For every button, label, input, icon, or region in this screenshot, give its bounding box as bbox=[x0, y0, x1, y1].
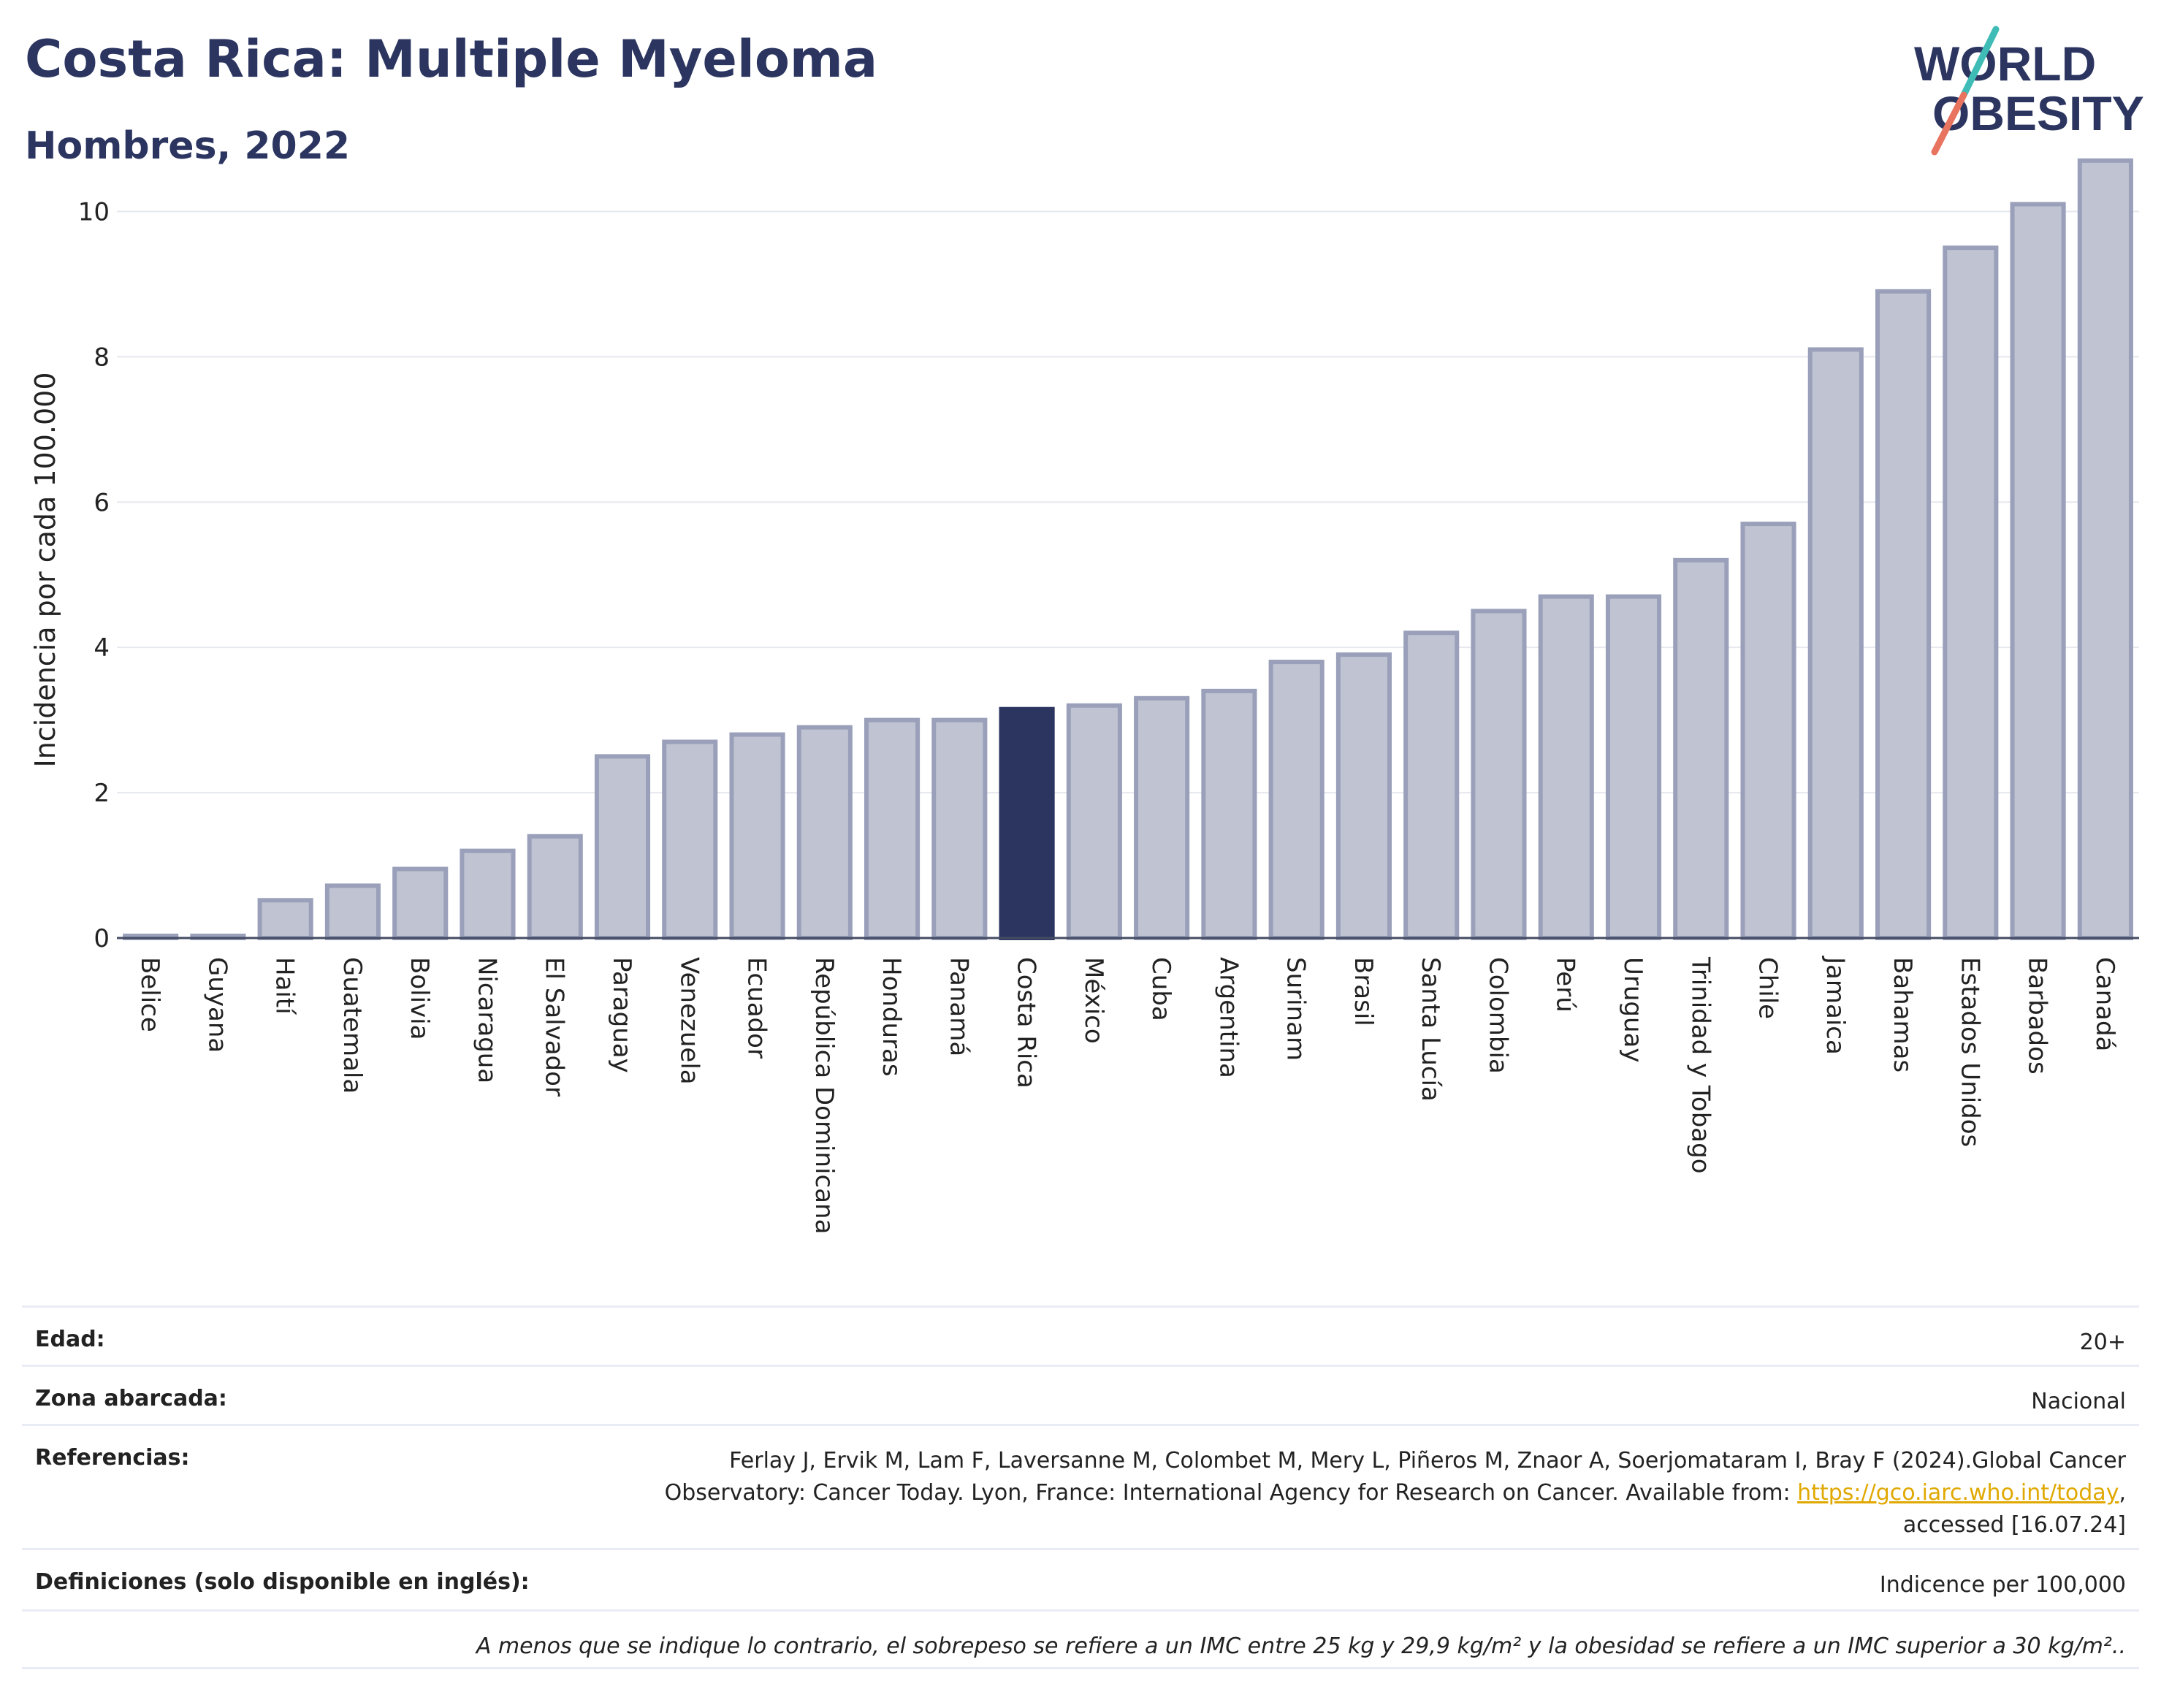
definiciones-label: Definiciones (solo disponible en inglés)… bbox=[35, 1569, 530, 1595]
ref-line-2: Observatory: Cancer Today. Lyon, France:… bbox=[664, 1480, 1798, 1506]
x-tick-label: Guatemala bbox=[338, 957, 367, 1094]
bar bbox=[931, 717, 988, 940]
zona-label: Zona abarcada: bbox=[35, 1386, 227, 1411]
x-tick-label: Bahamas bbox=[1888, 957, 1917, 1072]
y-axis-label: Incidencia por cada 100.000 bbox=[29, 372, 61, 767]
info-row-zona: Zona abarcada: Nacional bbox=[22, 1365, 2139, 1424]
bar bbox=[257, 898, 313, 941]
x-tick-label: Venezuela bbox=[674, 957, 704, 1085]
edad-value: 20+ bbox=[2079, 1330, 2126, 1355]
bar bbox=[1740, 522, 1796, 940]
bar bbox=[1875, 289, 1932, 940]
x-tick-label: Nicaragua bbox=[472, 957, 501, 1083]
bar bbox=[1335, 652, 1392, 940]
bar bbox=[527, 834, 583, 941]
info-row-definiciones: Definiciones (solo disponible en inglés)… bbox=[22, 1548, 2139, 1609]
info-row-note: A menos que se indique lo contrario, el … bbox=[22, 1609, 2139, 1669]
y-tick-label: 4 bbox=[94, 633, 110, 663]
bar bbox=[796, 725, 853, 941]
x-tick-label: Paraguay bbox=[607, 957, 636, 1073]
bar bbox=[1066, 703, 1122, 941]
x-tick-label: Santa Lucía bbox=[1416, 957, 1445, 1102]
y-tick-label: 10 bbox=[78, 197, 110, 226]
bar bbox=[2010, 202, 2066, 940]
x-tick-label: Perú bbox=[1551, 957, 1580, 1013]
bar bbox=[392, 866, 449, 941]
info-row-referencias: Referencias: Ferlay J, Ervik M, Lam F, L… bbox=[22, 1424, 2139, 1548]
info-row-edad: Edad: 20+ bbox=[22, 1305, 2139, 1365]
reference-link[interactable]: https://gco.iarc.who.int/today bbox=[1797, 1480, 2119, 1506]
bar bbox=[864, 717, 921, 940]
bar bbox=[1134, 695, 1190, 940]
x-tick-label: Belice bbox=[135, 957, 164, 1032]
logo-line-1: WORLD bbox=[1914, 37, 2096, 91]
ref-line-1: Ferlay J, Ervik M, Lam F, Laversanne M, … bbox=[729, 1448, 2126, 1473]
x-tick-label: Canadá bbox=[2090, 957, 2119, 1051]
bar bbox=[1201, 688, 1257, 940]
x-tick-label: Honduras bbox=[877, 957, 906, 1077]
grid-lines bbox=[117, 210, 2139, 794]
page-subtitle: Hombres, 2022 bbox=[25, 124, 351, 168]
y-tick-label: 2 bbox=[94, 779, 110, 808]
definiciones-value: Indicence per 100,000 bbox=[1879, 1572, 2126, 1598]
bar bbox=[594, 754, 651, 941]
ref-line-2-end: , bbox=[2119, 1480, 2126, 1506]
bar bbox=[1673, 557, 1729, 940]
y-tick-labels: 0 2 4 6 8 10 bbox=[78, 197, 110, 953]
bar bbox=[1471, 609, 1527, 940]
x-tick-label: República Dominicana bbox=[809, 957, 839, 1234]
bar bbox=[1605, 594, 1662, 941]
x-tick-label: Colombia bbox=[1483, 957, 1512, 1074]
bars bbox=[123, 158, 2133, 941]
x-tick-label: Argentina bbox=[1213, 957, 1243, 1078]
bar bbox=[2077, 158, 2133, 941]
x-tick-label: Barbados bbox=[2023, 957, 2052, 1075]
info-table: Edad: 20+ Zona abarcada: Nacional Refere… bbox=[22, 1305, 2139, 1669]
bar bbox=[1538, 594, 1594, 941]
bar bbox=[1268, 660, 1325, 941]
x-tick-label: Jamaica bbox=[1821, 956, 1850, 1055]
bar bbox=[460, 848, 516, 940]
x-tick-label: Brasil bbox=[1349, 957, 1378, 1026]
obesity-note: A menos que se indique lo contrario, el … bbox=[476, 1633, 2126, 1659]
x-tick-label: Uruguay bbox=[1618, 957, 1647, 1063]
x-tick-label: Cuba bbox=[1146, 957, 1175, 1021]
y-tick-label: 6 bbox=[94, 488, 110, 517]
x-tick-label: Surinam bbox=[1281, 957, 1311, 1061]
y-tick-label: 8 bbox=[94, 343, 110, 372]
x-tick-label: Haití bbox=[270, 957, 300, 1015]
zona-value: Nacional bbox=[2031, 1389, 2126, 1414]
x-tick-label: Panamá bbox=[944, 957, 973, 1056]
world-obesity-logo: WORLD OBESITY bbox=[1914, 26, 2144, 156]
bar bbox=[1403, 630, 1460, 940]
x-tick-label: Bolivia bbox=[405, 957, 434, 1040]
logo-line-2: OBESITY bbox=[1932, 86, 2144, 140]
x-tick-label: Costa Rica bbox=[1012, 957, 1041, 1089]
bar bbox=[1943, 245, 1999, 940]
x-tick-labels: Belice Guyana Haití Guatemala Bolivia Nicarag… bbox=[135, 956, 2119, 1234]
edad-label: Edad: bbox=[35, 1327, 105, 1352]
x-tick-label: Ecuador bbox=[742, 957, 771, 1059]
referencias-label: Referencias: bbox=[35, 1445, 190, 1471]
x-tick-label: Guyana bbox=[202, 957, 232, 1053]
x-tick-label: Estados Unidos bbox=[1955, 957, 1984, 1147]
bar bbox=[324, 883, 381, 940]
bar-chart: 0 2 4 6 8 10 Belice Guyana Haití Guatemala Bolivi… bbox=[29, 158, 2139, 1234]
y-tick-label: 0 bbox=[94, 924, 110, 953]
bar bbox=[999, 706, 1055, 941]
x-tick-label: Trinidad y Tobago bbox=[1685, 956, 1715, 1174]
x-tick-label: El Salvador bbox=[540, 957, 569, 1097]
bar bbox=[729, 732, 785, 940]
referencias-value: Ferlay J, Ervik M, Lam F, Laversanne M, … bbox=[665, 1426, 2126, 1548]
page-title: Costa Rica: Multiple Myeloma bbox=[25, 29, 878, 89]
bar bbox=[662, 739, 718, 940]
bar bbox=[1807, 347, 1864, 941]
ref-line-3: accessed [16.07.24] bbox=[1902, 1512, 2126, 1538]
x-tick-label: Chile bbox=[1753, 957, 1783, 1019]
x-tick-label: México bbox=[1079, 957, 1108, 1044]
